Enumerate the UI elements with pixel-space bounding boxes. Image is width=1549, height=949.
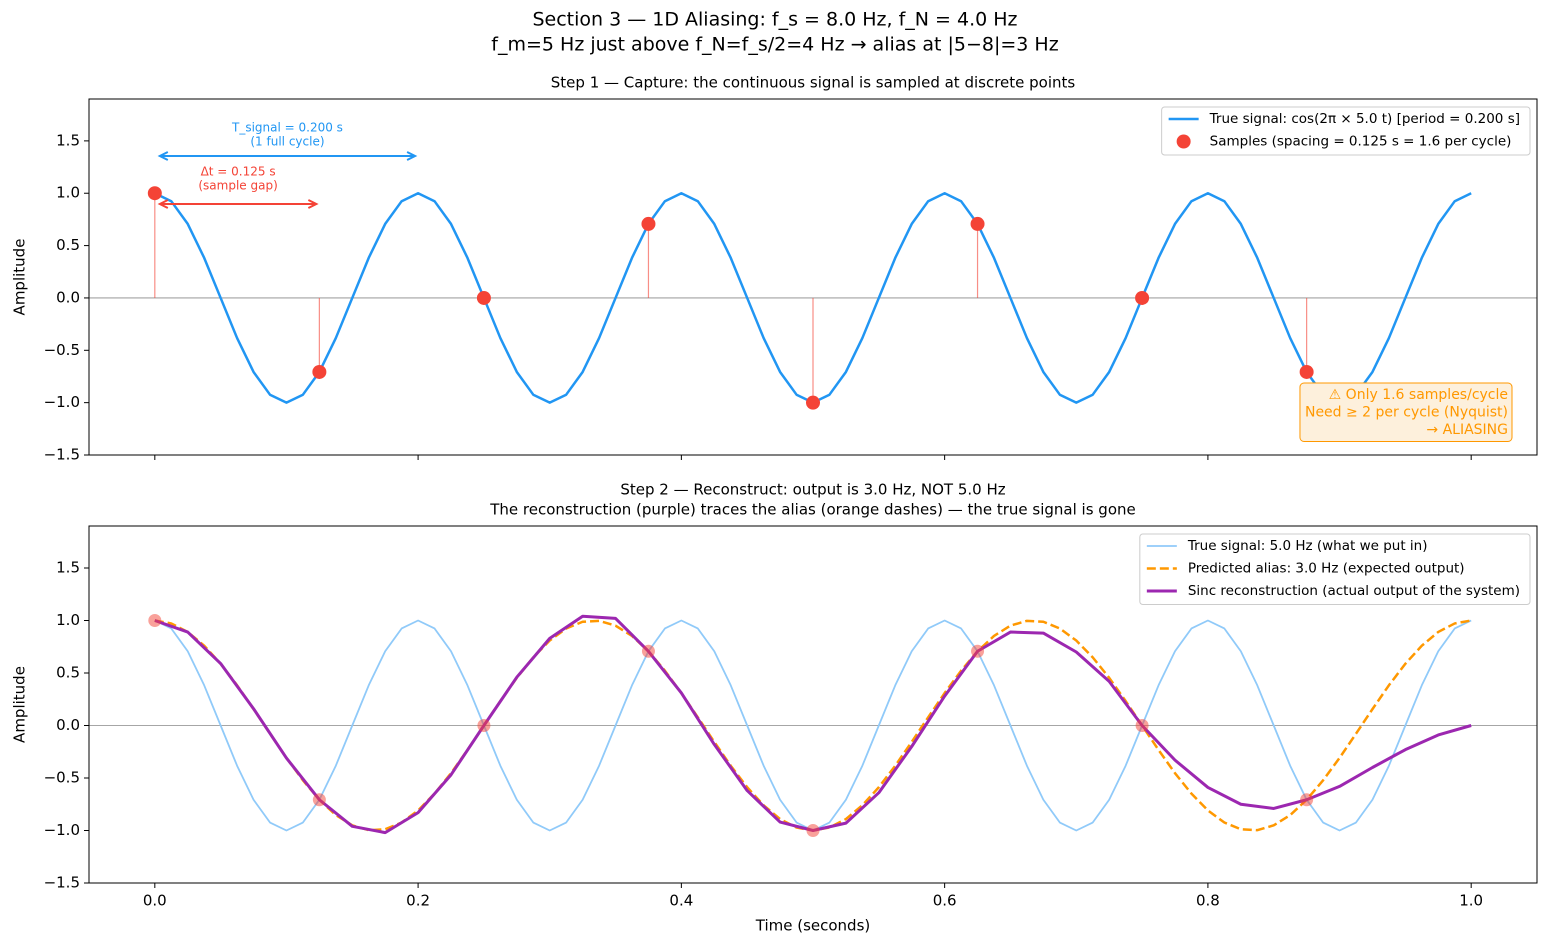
annotation-text: (sample gap) <box>198 179 277 193</box>
sample-point <box>970 216 985 231</box>
sample-marker <box>477 719 491 732</box>
sample-point <box>476 290 491 305</box>
arrow-head <box>157 151 169 161</box>
sample-marker <box>1135 719 1149 732</box>
figure-title: Section 3 — 1D Aliasing: f_s = 8.0 Hz, f… <box>532 9 1017 31</box>
sample-point <box>147 186 162 201</box>
arrow-head <box>157 199 169 209</box>
legend-box <box>1161 106 1531 156</box>
sample-point <box>1299 364 1314 379</box>
axes-subtitle: The reconstruction (purple) traces the a… <box>489 501 1136 519</box>
legend-label: True signal: cos(2π × 5.0 t) [period = 0… <box>1209 111 1520 127</box>
sample-point <box>1135 290 1150 305</box>
note-text: Need ≥ 2 per cycle (Nyquist) <box>1305 405 1508 421</box>
annotation-text: T_signal = 0.200 s <box>231 121 343 135</box>
legend-label: Sinc reconstruction (actual output of th… <box>1188 583 1520 599</box>
x-tick-label: 0.0 <box>143 892 167 910</box>
y-tick-label: −1.0 <box>44 393 80 411</box>
legend: True signal: cos(2π × 5.0 t) [period = 0… <box>1161 106 1531 156</box>
y-axis-label: Amplitude <box>11 239 29 316</box>
sample-marker <box>148 614 162 627</box>
annotation-text: (1 full cycle) <box>250 135 324 149</box>
x-tick-label: 1.0 <box>1459 892 1483 910</box>
sample-marker <box>641 644 655 658</box>
sample-marker <box>971 644 985 658</box>
x-tick-label: 0.8 <box>1196 892 1220 910</box>
axes-title: Step 2 — Reconstruct: output is 3.0 Hz, … <box>620 481 1005 499</box>
sample-marker <box>1300 793 1314 807</box>
x-axis-label: Time (seconds) <box>755 917 871 935</box>
y-tick-label: 1.0 <box>56 184 80 202</box>
y-tick-label: 1.0 <box>56 611 80 629</box>
y-tick-label: 0.5 <box>56 664 80 682</box>
sample-point <box>806 395 820 410</box>
y-tick-label: 0.0 <box>56 716 80 734</box>
x-tick-label: 0.4 <box>669 892 693 910</box>
x-tick-label: 0.6 <box>933 892 957 910</box>
note-box <box>1299 382 1513 442</box>
legend-box <box>1139 533 1531 605</box>
plot-area <box>89 186 1537 410</box>
y-axis-label: Amplitude <box>11 666 29 743</box>
legend-swatch <box>1176 134 1191 149</box>
sample-marker <box>806 824 820 837</box>
y-tick-label: 0.5 <box>56 236 80 254</box>
y-tick-label: 1.5 <box>56 131 80 149</box>
y-tick-label: 1.5 <box>56 559 80 577</box>
note-text: → ALIASING <box>1426 422 1508 438</box>
figure-subtitle: f_m=5 Hz just above f_N=f_s/2=4 Hz → ali… <box>491 34 1058 56</box>
axes-frame <box>88 525 1538 884</box>
legend: True signal: 5.0 Hz (what we put in) Pred… <box>1139 533 1531 605</box>
sample-marker <box>312 793 326 807</box>
note-text: ⚠ Only 1.6 samples/cycle <box>1329 387 1508 403</box>
y-tick-label: 0.0 <box>56 288 80 306</box>
y-tick-label: −0.5 <box>44 769 80 787</box>
y-tick-label: −0.5 <box>44 341 80 359</box>
y-tick-label: −1.5 <box>44 874 80 892</box>
y-tick-label: −1.5 <box>44 446 80 464</box>
axes-frame <box>88 98 1538 456</box>
axes-title: Step 1 — Capture: the continuous signal … <box>551 74 1076 92</box>
legend-label: Samples (spacing = 0.125 s = 1.6 per cyc… <box>1210 134 1512 150</box>
plot-area <box>89 614 1537 837</box>
legend-label: Predicted alias: 3.0 Hz (expected output… <box>1188 561 1465 577</box>
sample-point <box>312 364 327 379</box>
y-tick-label: −1.0 <box>44 821 80 839</box>
arrow-head <box>406 151 418 161</box>
x-tick-label: 0.2 <box>406 892 430 910</box>
annotation-text: Δt = 0.125 s <box>201 165 276 179</box>
sample-point <box>641 216 656 231</box>
legend-label: True signal: 5.0 Hz (what we put in) <box>1187 538 1428 554</box>
arrow-head <box>307 199 319 209</box>
